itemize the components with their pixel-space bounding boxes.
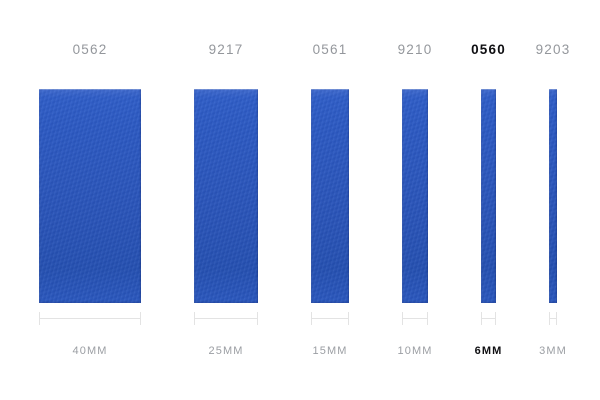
ribbon-option-9217[interactable]: 9217 25MM	[194, 40, 258, 360]
ribbon-width-label: 10MM	[397, 345, 433, 357]
ribbon-option-0562[interactable]: 0562 40MM	[39, 40, 141, 360]
ribbon-code-label[interactable]: 0560	[471, 42, 506, 57]
ribbon-option-9210[interactable]: 9210 10MM	[398, 40, 432, 360]
ribbon-swatch[interactable]	[481, 89, 496, 303]
ribbon-option-9203[interactable]: 9203 3MM	[536, 40, 570, 360]
dimension-line	[311, 312, 349, 325]
ribbon-code-label[interactable]: 0561	[312, 42, 348, 57]
dimension-line	[549, 312, 557, 325]
ribbon-width-label: 25MM	[208, 345, 244, 357]
ribbon-option-0561[interactable]: 0561 15MM	[311, 40, 349, 360]
ribbon-swatch[interactable]	[402, 89, 428, 303]
ribbon-code-label[interactable]: 9217	[208, 42, 244, 57]
ribbon-width-label: 15MM	[312, 345, 348, 357]
dimension-line	[402, 312, 428, 325]
dimension-line	[194, 312, 258, 325]
ribbon-code-label[interactable]: 0562	[72, 42, 108, 57]
ribbon-width-label: 6MM	[474, 345, 503, 357]
dimension-line	[39, 312, 141, 325]
ribbon-width-label: 3MM	[539, 345, 567, 357]
ribbon-code-label[interactable]: 9203	[535, 42, 571, 57]
ribbon-swatch[interactable]	[194, 89, 258, 303]
ribbon-swatch[interactable]	[549, 89, 557, 303]
ribbon-swatch[interactable]	[311, 89, 349, 303]
ribbon-width-label: 40MM	[72, 345, 108, 357]
ribbon-swatch[interactable]	[39, 89, 141, 303]
ribbon-option-0560[interactable]: 0560 6MM	[471, 40, 505, 360]
ribbon-width-comparison: 0562 40MM 9217 25MM 0561 15MM 9210 10MM …	[39, 40, 570, 360]
dimension-line	[481, 312, 496, 325]
ribbon-code-label[interactable]: 9210	[397, 42, 433, 57]
